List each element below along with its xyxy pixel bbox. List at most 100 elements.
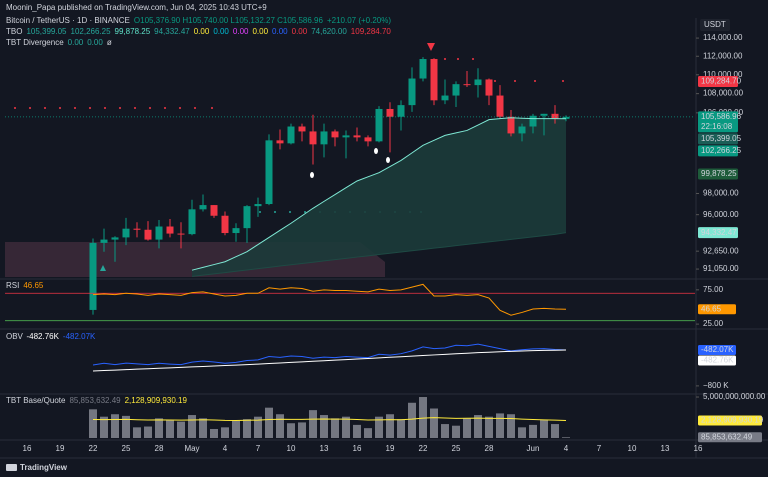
bar: [419, 397, 427, 438]
footer: TradingView: [20, 463, 68, 472]
x-tick-label: 19: [56, 444, 65, 453]
candle-body: [155, 226, 163, 240]
candle-body: [298, 126, 306, 132]
pane-value: -482.07K: [63, 332, 96, 341]
y-tick-label: 98,000.00: [703, 189, 739, 198]
x-tick-label: 4: [564, 444, 569, 453]
series-line: [92, 349, 567, 372]
legend-item: O105,376.90 H105,740.00 L105,132.27 C105…: [134, 16, 324, 25]
x-tick-label: May: [184, 444, 199, 453]
legend-item: 99,878.25: [115, 27, 151, 36]
x-tick-label: 22: [89, 444, 98, 453]
y-tick-label: 96,000.00: [703, 210, 739, 219]
bar: [386, 414, 394, 438]
legend-line: TBT Divergence 0.00 0.00 ø: [6, 38, 112, 47]
bar: [243, 419, 251, 438]
bar: [408, 402, 416, 438]
bar: [276, 414, 284, 438]
signal-dot: [310, 172, 314, 178]
x-tick-label: 16: [23, 444, 32, 453]
axis-value-box: [698, 355, 736, 366]
bar: [287, 423, 295, 438]
candle-body: [210, 205, 218, 216]
bar: [463, 418, 471, 438]
legend-item: Bitcoin / TetherUS · 1D · BINANCE: [6, 16, 130, 25]
x-tick-label: 28: [155, 444, 164, 453]
axis-value-box: [698, 304, 736, 315]
y-tick-label: 91,050.00: [703, 264, 739, 273]
x-tick-label: 16: [353, 444, 362, 453]
legend-item: +210.07 (+0.20%): [327, 16, 391, 25]
candle-body: [518, 126, 526, 134]
series-line: [92, 343, 567, 366]
y-tick-label: 112,000.00: [703, 51, 743, 60]
x-tick-label: 7: [256, 444, 261, 453]
currency: USDT: [704, 20, 726, 29]
bar: [353, 424, 361, 438]
pane-value: 46.65: [23, 281, 44, 290]
price-label-box: [698, 168, 738, 180]
candle-body: [111, 237, 119, 240]
candle-body: [232, 228, 240, 234]
signal-dot: [386, 157, 390, 163]
price-label-box: [698, 227, 738, 239]
bar: [265, 407, 273, 438]
series-line: [191, 117, 567, 271]
series-line: [92, 417, 567, 422]
legend-item: 0.00: [272, 27, 288, 36]
legend-item: ø: [107, 38, 112, 47]
sell-signal: [427, 43, 435, 51]
legend-item: 0.00: [194, 27, 210, 36]
x-tick-label: 10: [628, 444, 637, 453]
candle-body: [452, 84, 460, 96]
legend-item: 74,620.00: [311, 27, 347, 36]
price-label-box: [698, 145, 738, 157]
x-tick-label: Jun: [527, 444, 540, 453]
y-tick-label: 5,000,000,000.00: [703, 392, 766, 401]
candle-body: [375, 108, 383, 142]
bar: [474, 415, 482, 438]
bar: [309, 410, 317, 438]
bar: [254, 416, 262, 438]
candle-body: [430, 59, 438, 101]
candle-body: [199, 205, 207, 210]
candle-body: [551, 113, 559, 119]
bar: [529, 424, 537, 438]
bar: [188, 415, 196, 438]
bar: [430, 408, 438, 438]
published: Moonin_Papa published on TradingView.com…: [6, 3, 267, 12]
pane-legend: TBT Base/Quote 85,853,632.49 2,128,909,930…: [6, 396, 187, 405]
axis-value-box: [698, 415, 762, 426]
series-line: [191, 232, 567, 277]
bar: [221, 427, 229, 438]
bar: [397, 419, 405, 438]
price-label: 94,332.47: [701, 228, 737, 237]
candle-body: [496, 95, 504, 117]
currency-box: [700, 19, 730, 31]
candle-body: [320, 131, 328, 145]
pane-legend: RSI 46.65: [6, 281, 44, 290]
candle-body: [397, 105, 405, 117]
axis-value: 2,128,909,930.19: [701, 416, 764, 425]
candle-body: [144, 229, 152, 240]
bar: [375, 416, 383, 438]
pane-title: RSI: [6, 281, 19, 290]
legend-item: 0.00: [233, 27, 249, 36]
legend-item: 0.00: [68, 38, 84, 47]
candle-body: [309, 131, 317, 145]
candle-body: [254, 204, 262, 207]
x-tick-label: 13: [320, 444, 329, 453]
bar: [485, 416, 493, 438]
bar: [364, 428, 372, 438]
legend-item: 109,284.70: [351, 27, 392, 36]
candle-body: [122, 228, 130, 238]
price-label: 99,878.25: [701, 169, 737, 178]
legend-item: TBT Divergence: [6, 38, 64, 47]
x-tick-label: 19: [386, 444, 395, 453]
series-line: [92, 283, 567, 316]
bar: [155, 418, 163, 438]
band-fill: [192, 117, 566, 277]
legend-item: TBO: [6, 27, 22, 36]
candle-body: [408, 78, 416, 106]
pane-title: OBV: [6, 332, 24, 341]
